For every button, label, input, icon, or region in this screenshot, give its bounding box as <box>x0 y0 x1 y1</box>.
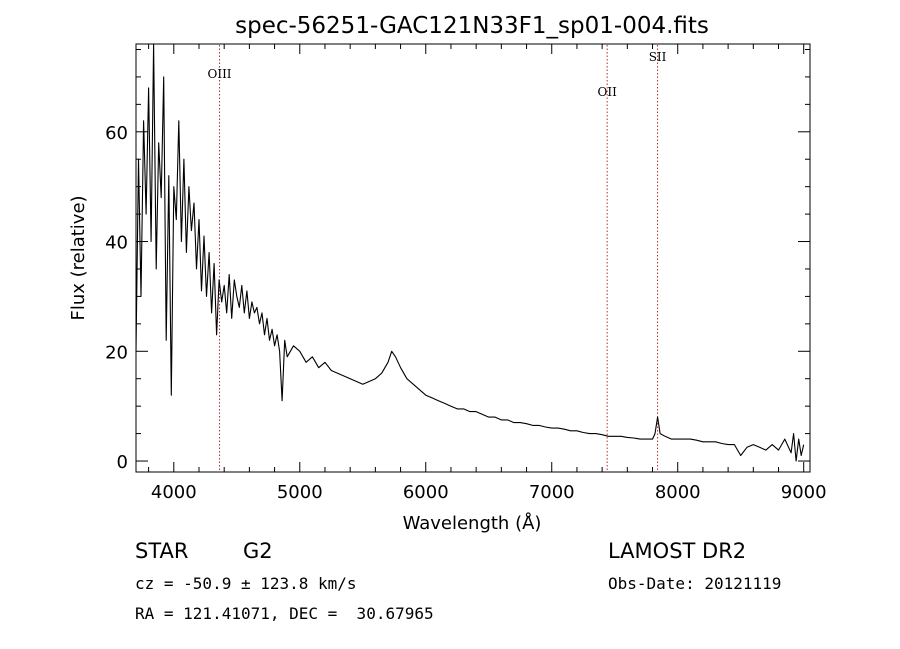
x-tick-label: 6000 <box>403 482 449 503</box>
y-axis-label: Flux (relative) <box>68 195 89 320</box>
y-tick-labels: 0 20 40 60 <box>105 123 128 473</box>
coordinates: RA = 121.41071, DEC = 30.67965 <box>135 604 434 623</box>
y-tick-label: 20 <box>105 342 128 363</box>
survey-name: LAMOST DR2 <box>608 539 747 563</box>
x-tick-label: 4000 <box>151 482 197 503</box>
spectral-line-markers: OIII OII SII <box>207 45 667 471</box>
redshift-cz: cz = -50.9 ± 123.8 km/s <box>135 574 357 593</box>
observation-date: Obs-Date: 20121119 <box>608 574 782 593</box>
axis-ticks <box>136 44 810 472</box>
x-axis-label: Wavelength (Å) <box>403 512 542 534</box>
object-class: STAR <box>135 539 189 563</box>
x-tick-labels: 4000 5000 6000 7000 8000 9000 <box>151 482 827 503</box>
object-subclass: G2 <box>243 539 273 563</box>
spectrum-line <box>135 43 805 462</box>
line-label-oii: OII <box>598 85 618 99</box>
y-tick-label: 0 <box>117 452 128 473</box>
line-label-oiii: OIII <box>207 67 231 81</box>
line-label-sii: SII <box>649 50 667 64</box>
plot-frame <box>135 43 811 473</box>
x-tick-label: 9000 <box>781 482 827 503</box>
x-tick-label: 5000 <box>277 482 323 503</box>
y-tick-label: 60 <box>105 123 128 144</box>
y-tick-label: 40 <box>105 233 128 254</box>
x-tick-label: 7000 <box>529 482 575 503</box>
x-tick-label: 8000 <box>655 482 701 503</box>
chart-title: spec-56251-GAC121N33F1_sp01-004.fits <box>235 13 709 39</box>
